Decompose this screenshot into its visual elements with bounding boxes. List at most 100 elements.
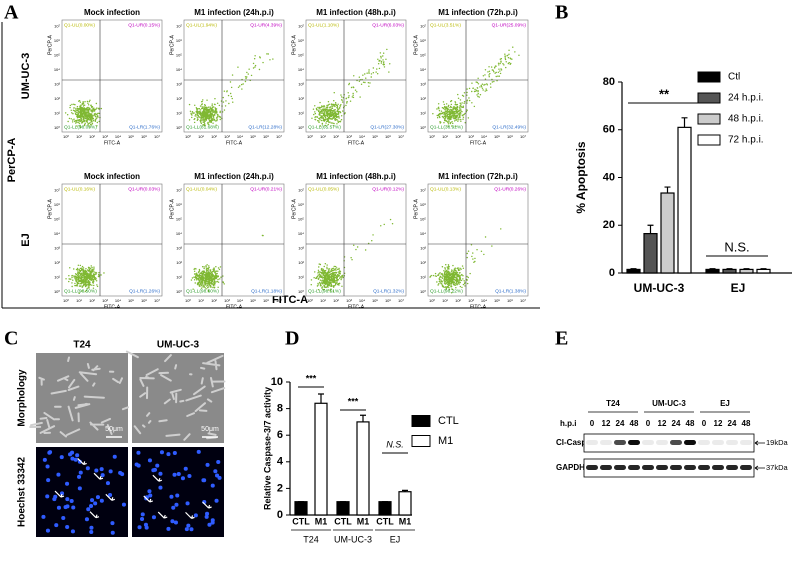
plot-title: M1 infection (24h.p.i) bbox=[194, 172, 274, 181]
plot-tick-label: 10³ bbox=[176, 82, 182, 87]
lane-label: 48 bbox=[686, 419, 695, 428]
plot-tick-label: 10⁶ bbox=[141, 298, 147, 303]
panel-letter: C bbox=[4, 328, 18, 350]
panel-letter: A bbox=[4, 2, 19, 24]
arrow bbox=[143, 495, 153, 503]
quadrant-label: Q1-UL(3.51%) bbox=[430, 22, 461, 28]
y-tick-label: 0 bbox=[277, 509, 283, 521]
plot-tick-label: 10¹ bbox=[54, 275, 60, 280]
band bbox=[614, 440, 626, 445]
quadrant-label: Q1-UL(1.10%) bbox=[308, 22, 339, 28]
plot-tick-label: 10⁰ bbox=[298, 125, 304, 130]
lane-label: 12 bbox=[658, 419, 667, 428]
plot-tick-label: 10⁵ bbox=[494, 298, 500, 303]
plot-tick-label: 10³ bbox=[102, 298, 108, 303]
plot-tick-label: 10⁷ bbox=[298, 24, 304, 29]
band bbox=[586, 440, 598, 445]
bar bbox=[756, 268, 771, 274]
lane-label: 48 bbox=[742, 419, 751, 428]
band bbox=[712, 465, 724, 470]
band bbox=[698, 440, 710, 445]
bar bbox=[722, 268, 737, 274]
band bbox=[712, 440, 724, 445]
category-label: UM-UC-3 bbox=[334, 534, 372, 544]
quadrant-label: Q1-LL(65.57%) bbox=[308, 124, 341, 130]
band bbox=[684, 465, 696, 470]
plot-tick-label: 10⁰ bbox=[298, 289, 304, 294]
plot-tick-label: 10² bbox=[211, 298, 217, 303]
quadrant-label: Q1-UR(6.03%) bbox=[372, 22, 404, 28]
quadrant-label: Q1-LR(32.49%) bbox=[492, 124, 526, 130]
bar bbox=[739, 268, 754, 274]
annotation: N.S. bbox=[724, 239, 749, 254]
plot-tick-label: 10⁷ bbox=[154, 134, 160, 139]
axis-label: FITC-A bbox=[272, 294, 308, 306]
plot-tick-label: 10⁷ bbox=[54, 24, 60, 29]
plot-tick-label: 10¹ bbox=[176, 275, 182, 280]
quadrant-label: Q1-UR(0.12%) bbox=[372, 186, 404, 192]
band bbox=[628, 465, 640, 470]
plot-tick-label: 10¹ bbox=[54, 111, 60, 116]
blot-label: GAPDH bbox=[556, 463, 585, 472]
plot-axis-label: FITC-A bbox=[470, 304, 487, 310]
quadrant-label: Q1-LL(98.50%) bbox=[64, 288, 97, 294]
event-cloud bbox=[64, 99, 103, 129]
quadrant-label: Q1-LL(98.22%) bbox=[430, 288, 463, 294]
plot-tick-label: 10⁰ bbox=[63, 298, 69, 303]
plot-tick-label: 10¹ bbox=[76, 298, 82, 303]
quadrant-label: Q1-LL(98.60%) bbox=[186, 288, 219, 294]
plot-tick-label: 10⁴ bbox=[359, 298, 365, 303]
bar bbox=[626, 268, 641, 274]
plot-tick-label: 10¹ bbox=[198, 298, 204, 303]
lane-label: 0 bbox=[702, 419, 707, 428]
event-cloud bbox=[188, 53, 274, 127]
plot-tick-label: 10⁵ bbox=[176, 217, 182, 222]
column-label: T24 bbox=[73, 340, 91, 351]
plot-tick-label: 10⁶ bbox=[263, 134, 269, 139]
quadrant-label: Q1-LL(98.09%) bbox=[64, 124, 97, 130]
arrow bbox=[202, 501, 212, 509]
row-label: Hoechst 33342 bbox=[17, 457, 28, 527]
plot-title: Mock infection bbox=[84, 8, 140, 17]
quadrant-label: Q1-LR(12.28%) bbox=[248, 124, 282, 130]
arrow bbox=[105, 493, 116, 501]
plot-tick-label: 10² bbox=[176, 260, 182, 265]
plot-tick-label: 10⁰ bbox=[420, 125, 426, 130]
plot-tick-label: 10⁰ bbox=[307, 298, 313, 303]
plot-tick-label: 10⁶ bbox=[176, 38, 182, 43]
group-label: EJ bbox=[720, 399, 730, 408]
plot-tick-label: 10² bbox=[333, 298, 339, 303]
plot-tick-label: 10¹ bbox=[198, 134, 204, 139]
legend-label: M1 bbox=[438, 435, 453, 447]
plot-tick-label: 10¹ bbox=[420, 111, 426, 116]
event-cloud bbox=[429, 228, 502, 294]
plot-frame bbox=[183, 19, 285, 133]
plot-tick-label: 10⁰ bbox=[54, 289, 60, 294]
y-tick-label: 4 bbox=[277, 456, 284, 468]
arrow bbox=[185, 511, 195, 519]
plot-tick-label: 10⁴ bbox=[54, 67, 60, 72]
plot-tick-label: 10⁴ bbox=[481, 298, 487, 303]
plot-tick-label: 10⁴ bbox=[176, 231, 182, 236]
plot-tick-label: 10⁷ bbox=[276, 298, 282, 303]
plot-tick-label: 10⁰ bbox=[63, 134, 69, 139]
plot-tick-label: 10⁶ bbox=[54, 38, 60, 43]
row-label: h.p.i bbox=[560, 419, 576, 428]
plot-tick-label: 10¹ bbox=[298, 275, 304, 280]
plot-title: M1 infection (72h.p.i) bbox=[438, 172, 518, 181]
event-cloud bbox=[190, 234, 264, 293]
plot-tick-label: 10⁶ bbox=[141, 134, 147, 139]
band bbox=[726, 440, 738, 445]
row-label: EJ bbox=[20, 233, 32, 246]
error-bar bbox=[743, 268, 750, 270]
plot-tick-label: 10⁰ bbox=[185, 134, 191, 139]
plot-tick-label: 10⁶ bbox=[176, 202, 182, 207]
column-label: UM-UC-3 bbox=[157, 340, 200, 351]
plot-tick-label: 10⁷ bbox=[398, 298, 404, 303]
size-label: 19kDa bbox=[766, 438, 789, 447]
event-cloud bbox=[311, 48, 391, 127]
plot-tick-label: 10⁶ bbox=[385, 134, 391, 139]
annotation: N.S. bbox=[386, 439, 404, 449]
plot-tick-label: 10² bbox=[89, 298, 95, 303]
legend-label: 72 h.p.i. bbox=[728, 135, 764, 146]
